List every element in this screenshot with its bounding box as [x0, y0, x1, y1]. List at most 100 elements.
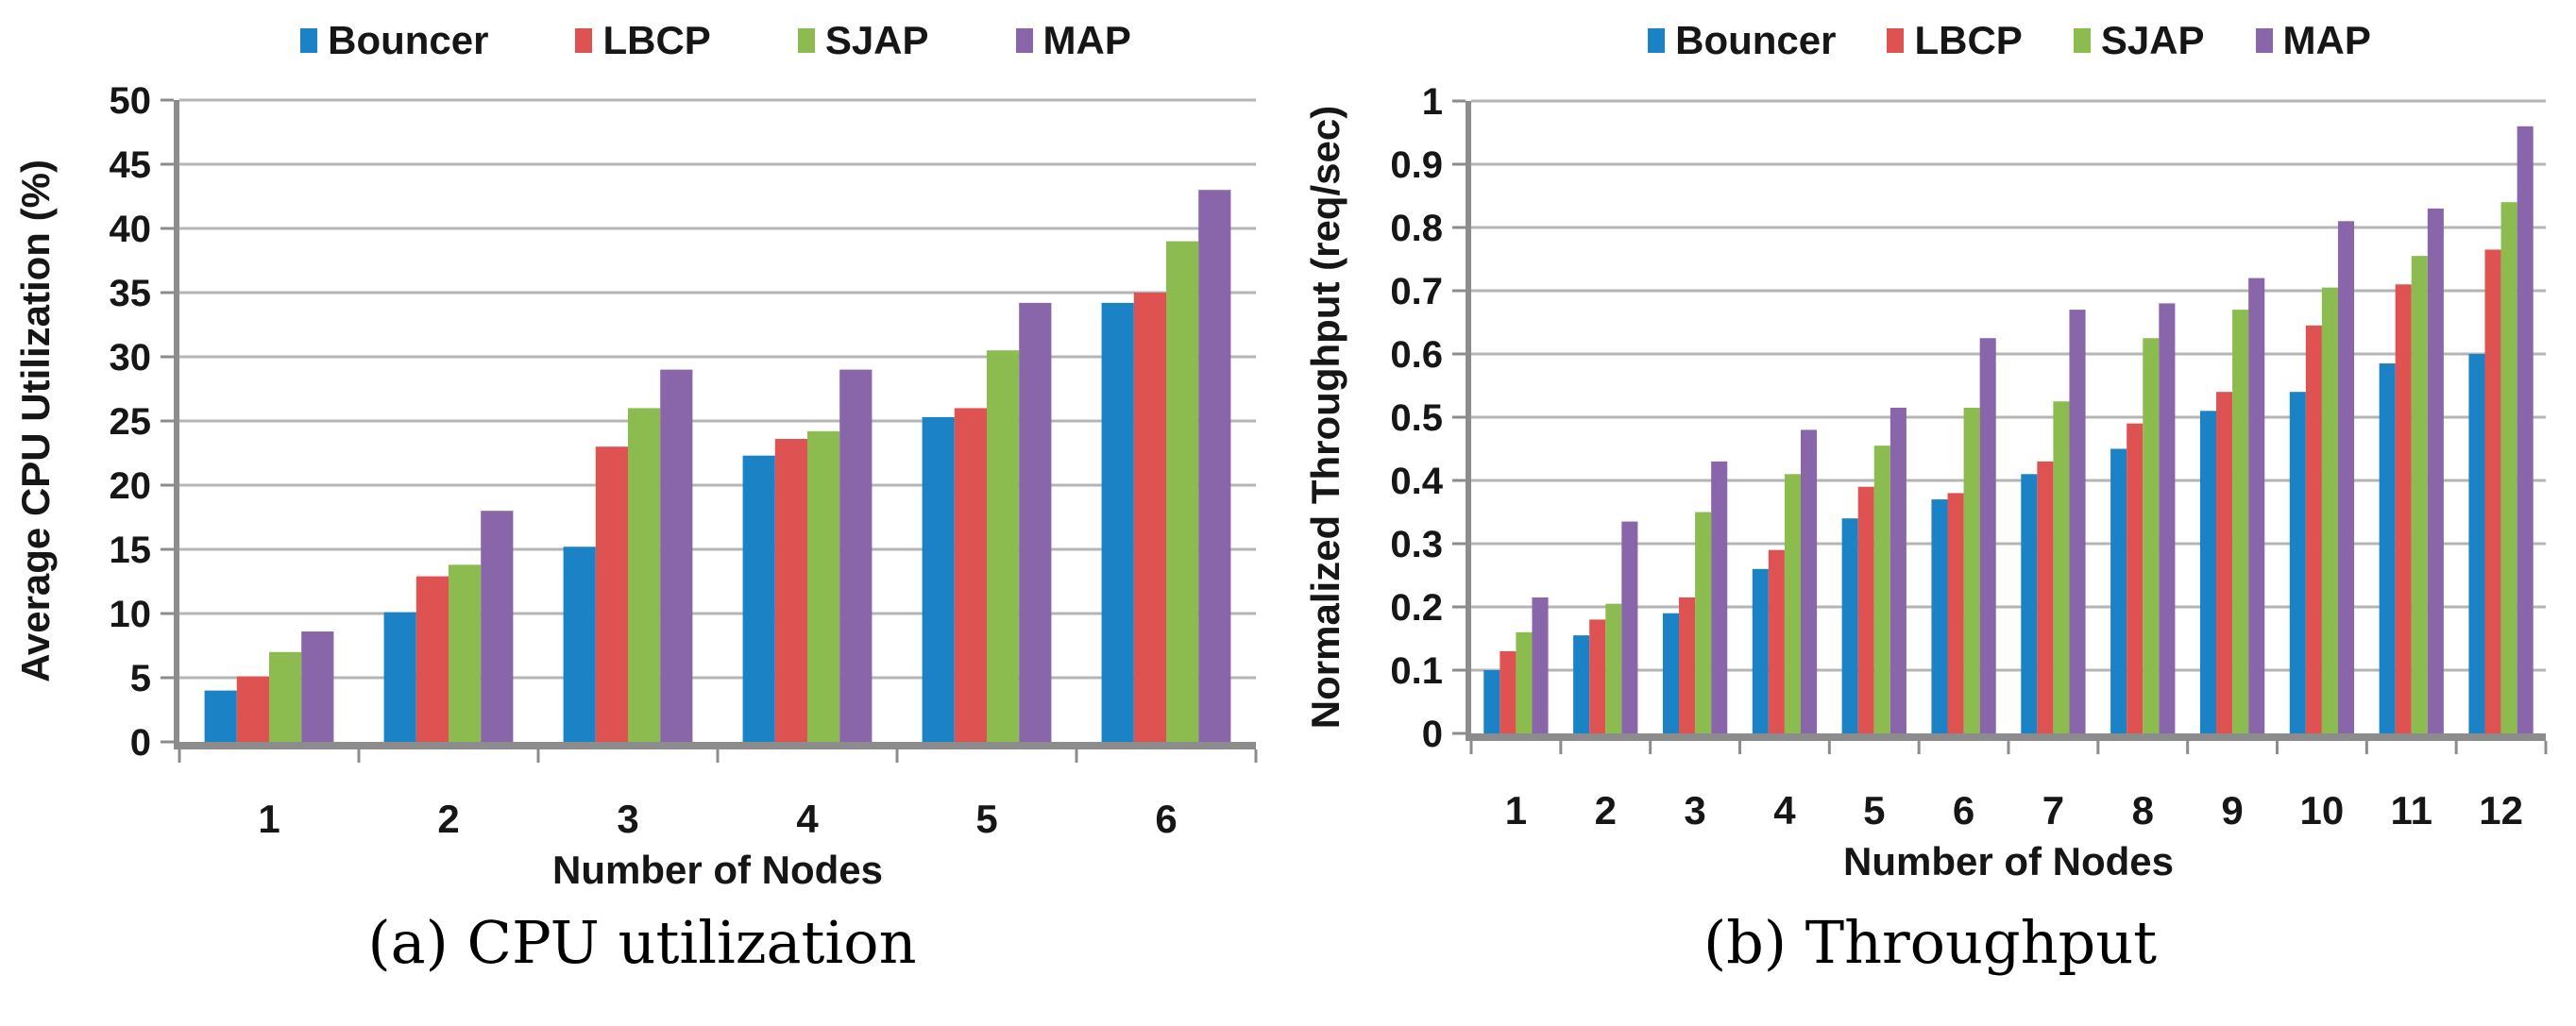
x-tick [2186, 741, 2190, 754]
y-tick-label: 0.6 [1390, 334, 1443, 376]
bar-sjap-node6 [1963, 407, 1980, 733]
legend-cpu: Bouncer LBCP SJAP MAP [74, 21, 1358, 60]
x-tick [1254, 749, 1258, 763]
gridline [179, 547, 1256, 551]
legend-label-bouncer: Bouncer [1675, 18, 1837, 62]
bar-sjap-node5 [987, 350, 1020, 742]
y-tick-label: 20 [110, 465, 152, 507]
figure-throughput: Bouncer LBCP SJAP MAP 0 0.1 0.2 0.3 0.4 0.5 0.6 0.… [1284, 0, 2576, 1026]
bar-lbcp-node6 [1133, 293, 1166, 742]
x-axis-line [1466, 733, 2546, 741]
y-axis-line [174, 100, 179, 749]
x-tick [2454, 741, 2458, 754]
legend-label-bouncer: Bouncer [328, 18, 489, 62]
bar-lbcp-node1 [1500, 650, 1517, 733]
bar-sjap-node5 [1873, 446, 1890, 733]
x-tick [1469, 741, 1473, 754]
gridline [179, 676, 1256, 680]
x-tick-label: 11 [2391, 788, 2432, 833]
gridline [1471, 668, 2546, 672]
bar-sjap-node11 [2411, 256, 2428, 733]
legend-swatch-map [2255, 28, 2273, 53]
bar-bouncer-node2 [383, 612, 416, 742]
legend-swatch-sjap [2073, 28, 2091, 53]
x-tick [1075, 749, 1078, 763]
y-tick [1452, 162, 1466, 166]
caption-throughput: (b) Throughput [1703, 908, 2158, 977]
x-tick-label: 10 [2300, 788, 2345, 833]
y-tick [1452, 668, 1466, 672]
x-tick-label: 7 [2042, 788, 2064, 833]
bar-bouncer-node2 [1573, 635, 1590, 733]
bar-bouncer-node9 [2199, 411, 2217, 733]
bar-lbcp-node9 [2216, 392, 2233, 733]
bar-map-node3 [1711, 461, 1728, 733]
legend-swatch-lbcp [575, 28, 593, 53]
y-tick [161, 612, 174, 615]
bar-sjap-node12 [2500, 202, 2517, 733]
y-tick [1452, 352, 1466, 356]
legend-label-map: MAP [1042, 18, 1131, 62]
figure-cpu-utilization: Bouncer LBCP SJAP MAP 0 5 10 15 20 25 30 35 40 45 50 1… [0, 0, 1284, 1026]
bar-lbcp-node2 [1589, 619, 1606, 733]
legend-swatch-bouncer [300, 28, 318, 53]
bar-lbcp-node8 [2127, 423, 2144, 733]
y-tick-label: 5 [130, 658, 151, 699]
legend-label-lbcp: LBCP [1914, 18, 2023, 62]
y-tick [161, 98, 174, 102]
gridline [179, 291, 1256, 294]
y-tick-label: 0.8 [1390, 208, 1443, 249]
bar-sjap-node1 [1516, 631, 1533, 733]
bar-bouncer-node1 [1483, 670, 1500, 733]
bar-map-node6 [1198, 190, 1231, 742]
legend-throughput: Bouncer LBCP SJAP MAP [1364, 21, 2576, 60]
bar-map-node1 [1532, 597, 1549, 733]
bar-lbcp-node11 [2395, 284, 2412, 733]
y-tick [161, 419, 174, 423]
gridline [179, 162, 1256, 166]
gridline [1471, 162, 2546, 166]
bar-lbcp-node3 [1679, 597, 1696, 733]
legend-label-sjap: SJAP [2100, 18, 2205, 62]
bar-lbcp-node10 [2305, 325, 2322, 733]
x-tick-label: 1 [1505, 788, 1527, 833]
y-tick-label: 30 [110, 337, 152, 378]
gridline [1471, 605, 2546, 609]
bar-sjap-node9 [2232, 310, 2249, 733]
legend-item-lbcp: LBCP [1887, 18, 2023, 62]
bar-bouncer-node4 [742, 455, 775, 742]
x-tick-label: 6 [1953, 788, 1974, 833]
x-tick [1917, 741, 1921, 754]
bar-sjap-node2 [1605, 603, 1622, 733]
bar-map-node10 [2337, 221, 2355, 734]
x-tick-label: 6 [1155, 797, 1177, 841]
gridline [179, 227, 1256, 230]
bar-sjap-node3 [628, 408, 661, 742]
x-tick-label: 12 [2479, 788, 2523, 833]
bar-sjap-node7 [2053, 401, 2070, 733]
y-tick-label: 35 [110, 273, 152, 314]
y-tick-label: 0 [1422, 714, 1443, 755]
bar-bouncer-node3 [563, 547, 596, 742]
y-axis-title: Average CPU Utilization (%) [13, 160, 58, 682]
bar-map-node7 [2069, 310, 2086, 733]
bar-sjap-node2 [449, 564, 482, 742]
gridline [1471, 226, 2546, 229]
legend-label-map: MAP [2282, 18, 2371, 62]
bar-sjap-node1 [269, 651, 302, 742]
gridline [179, 419, 1256, 423]
legend-label-lbcp: LBCP [602, 18, 711, 62]
bar-map-node11 [2427, 208, 2444, 733]
legend-item-sjap: SJAP [2073, 18, 2205, 62]
y-tick-label: 0.2 [1390, 587, 1443, 629]
bar-map-node5 [1890, 407, 1907, 733]
y-tick [1452, 605, 1466, 609]
bar-bouncer-node3 [1662, 613, 1680, 733]
bar-map-node2 [481, 511, 514, 742]
bar-sjap-node6 [1166, 241, 1199, 743]
gridline [179, 98, 1256, 102]
x-tick [1559, 741, 1563, 754]
x-tick-label: 9 [2221, 788, 2243, 833]
x-tick-label: 2 [437, 797, 459, 841]
